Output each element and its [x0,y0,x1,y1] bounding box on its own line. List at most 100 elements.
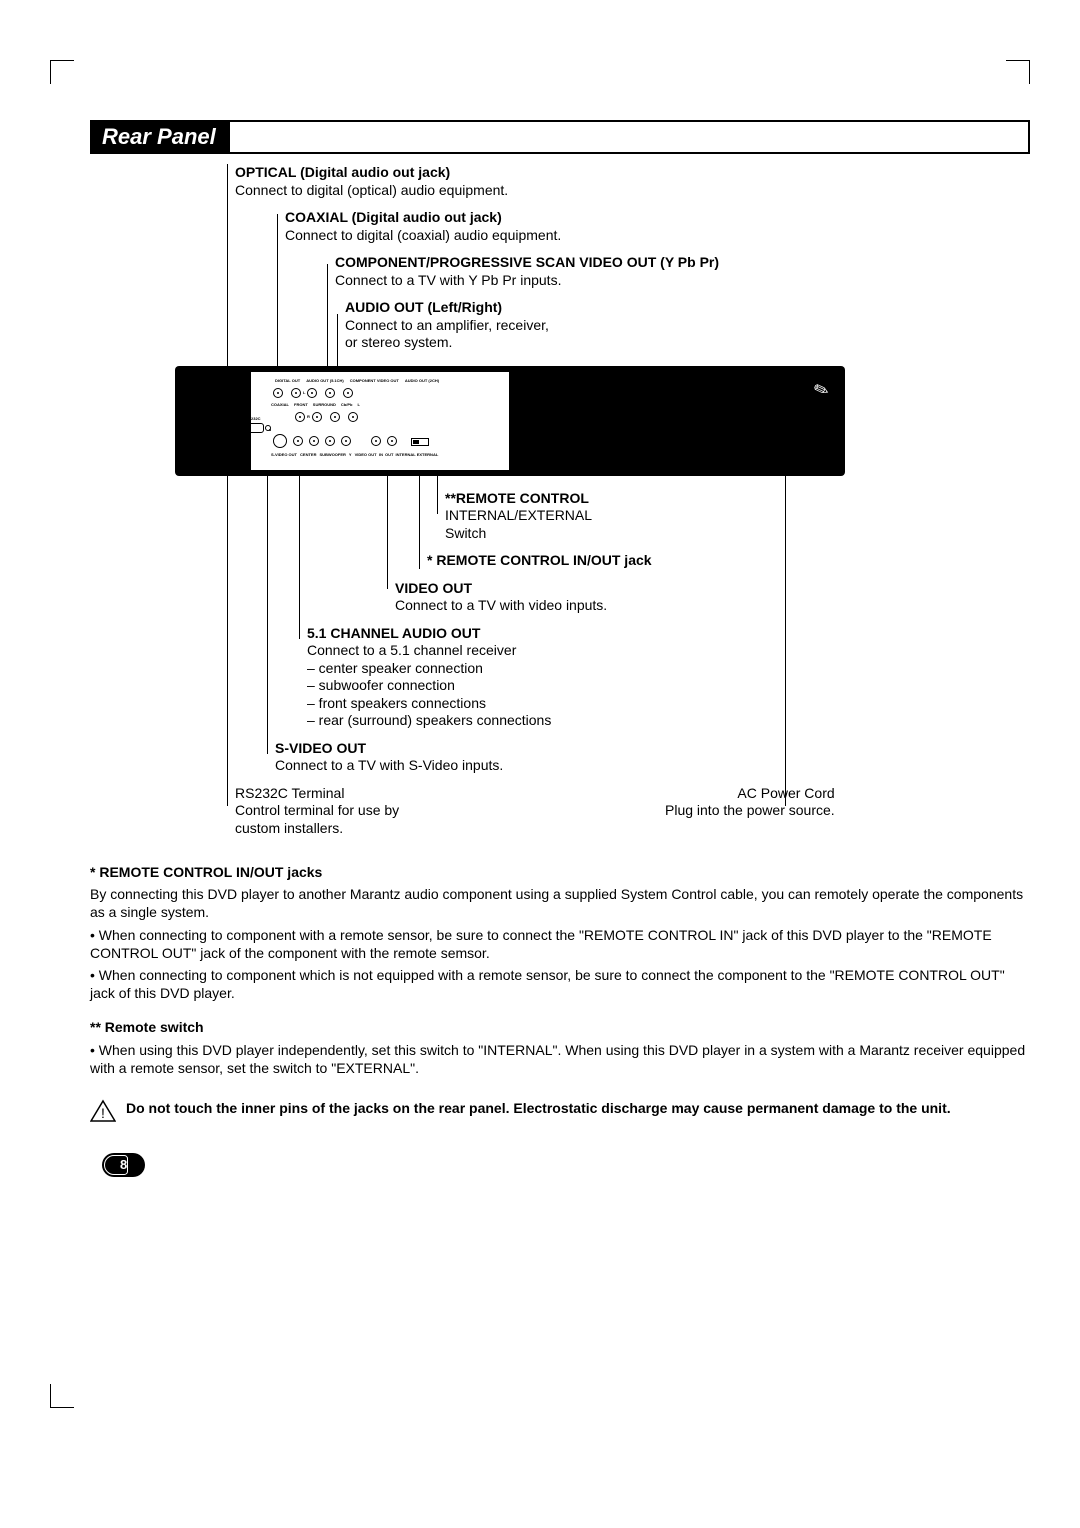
leader-line [785,476,786,806]
jack-label: INTERNAL EXTERNAL [395,452,438,457]
callout-title: COAXIAL (Digital audio out jack) [285,209,1030,227]
callout-remote-jack: * REMOTE CONTROL IN/OUT jack [427,552,1030,570]
note-para: • When using this DVD player independent… [90,1041,1030,1077]
callout-rs232: RS232C Terminal Control terminal for use… [235,785,545,838]
jack-label: L [303,390,305,395]
remote-labels: IN OUT INTERNAL EXTERNAL [379,452,438,457]
callout-title: OPTICAL (Digital audio out jack) [235,164,1030,182]
callout-title: * REMOTE CONTROL IN/OUT jack [427,552,1030,570]
callout-title: COMPONENT/PROGRESSIVE SCAN VIDEO OUT (Y … [335,254,1030,272]
callout-desc: Connect to a TV with video inputs. [395,597,1030,615]
callout-51-audio: 5.1 CHANNEL AUDIO OUT Connect to a 5.1 c… [307,625,1030,730]
callout-title: AC Power Cord [665,785,835,803]
remote-control-label: REMOTE CONTROL [377,460,415,478]
callout-line: – rear (surround) speakers connections [307,712,1030,730]
jack-area: DIGITAL OUT AUDIO OUT (5.1CH) COMPONENT … [253,376,503,466]
top-callouts: OPTICAL (Digital audio out jack) Connect… [235,164,1030,352]
jack-label: Y [349,452,352,457]
jack-icon [293,436,303,446]
jack-label: FRONT [294,402,308,407]
jack-top-labels: DIGITAL OUT AUDIO OUT (5.1CH) COMPONENT … [275,378,439,383]
jack-icon [325,388,335,398]
jack-label: AUDIO OUT (2CH) [405,378,439,383]
callout-audio-out: AUDIO OUT (Left/Right) Connect to an amp… [345,299,1030,352]
callout-title: **REMOTE CONTROL [445,490,1030,508]
note-para: • When connecting to component with a re… [90,926,1030,962]
page-number: 8 [120,1157,127,1172]
serial-port-icon [242,423,264,433]
leader-line [419,476,420,569]
jack-icon [309,436,319,446]
callout-title: RS232C Terminal [235,785,545,803]
jack-bottom-labels: S-VIDEO OUT CENTER SUBWOOFER Y VIDEO OUT [271,452,377,457]
callout-line: Connect to a 5.1 channel receiver [307,642,1030,660]
callout-optical: OPTICAL (Digital audio out jack) Connect… [235,164,1030,199]
jack-label: SURROUND [313,402,336,407]
jack-icon [371,436,381,446]
callout-video-out: VIDEO OUT Connect to a TV with video inp… [215,580,1030,615]
jack-label: AUDIO OUT (5.1CH) [306,378,344,383]
page-number-badge: 8 [102,1153,1030,1177]
callout-desc: Connect to digital (coaxial) audio equip… [285,227,1030,245]
remote-switch-icon [411,438,429,446]
jack-label: L [357,402,359,407]
svg-text:!: ! [101,1105,105,1121]
jack-row-1: L [273,388,353,398]
callout-component: COMPONENT/PROGRESSIVE SCAN VIDEO OUT (Y … [335,254,1030,289]
jack-label: REMOTE CONTROL [377,469,415,474]
callout-title: AUDIO OUT (Left/Right) [345,299,1030,317]
callout-desc: Plug into the power source. [665,802,835,820]
jack-label: DIGITAL OUT [275,378,300,383]
callout-line: – front speakers connections [307,695,1030,713]
leader-line [227,476,228,806]
optical-jack-icon: DIGITAL OUT OPTICAL [133,422,158,446]
leader-line [437,476,438,514]
callout-title: VIDEO OUT [395,580,1030,598]
panel-inner: DIGITAL OUT OPTICAL ✎ DIGITAL OUT AUDIO … [181,372,839,470]
rs232-block: RS232C [235,416,271,433]
leader-line [387,476,388,589]
callout-bottom-row: RS232C Terminal Control terminal for use… [215,785,1030,838]
header-bar: Rear Panel [90,120,1030,154]
note-para: By connecting this DVD player to another… [90,885,1030,921]
callout-line: INTERNAL/EXTERNAL [445,507,1030,525]
leader-line [267,476,268,754]
callout-desc: Connect to digital (optical) audio equip… [235,182,1030,200]
page-content: Rear Panel OPTICAL (Digital audio out ja… [90,120,1030,1177]
callout-line: Switch [445,525,1030,543]
screw-icon [265,425,271,431]
callout-line: custom installers. [235,820,545,838]
jack-label: VIDEO OUT [355,452,377,457]
crop-mark-tr [1006,60,1030,84]
callout-title: S-VIDEO OUT [275,740,1030,758]
jack-icon [325,436,335,446]
callout-desc: Connect to an amplifier, receiver, [345,317,1030,335]
note-para: • When connecting to component which is … [90,966,1030,1002]
jack-row-3 [273,434,397,448]
jack-icon [291,388,301,398]
panel-right: ✎ [509,372,839,470]
jack-icon [273,388,283,398]
callout-desc: or stereo system. [345,334,1030,352]
jack-label: R [307,414,310,419]
jack-label: RS232C [235,416,271,421]
jack-label: OPTICAL [133,441,158,446]
callout-line: – subwoofer connection [307,677,1030,695]
bottom-callouts: **REMOTE CONTROL INTERNAL/EXTERNAL Switc… [215,490,1030,838]
page-title: Rear Panel [92,122,230,152]
leader-line [227,164,228,388]
callout-ac-power: AC Power Cord Plug into the power source… [665,785,835,838]
jack-mid-labels: COAXIAL FRONT SURROUND Cb/Pb L [271,402,360,407]
jack-icon [341,436,351,446]
note-title: ** Remote switch [90,1018,1030,1036]
callout-desc: Connect to a TV with Y Pb Pr inputs. [335,272,1030,290]
callout-desc: Connect to a TV with S-Video inputs. [275,757,1030,775]
jack-icon [312,412,322,422]
jack-icon [348,412,358,422]
callout-line: Control terminal for use by [235,802,545,820]
callout-coaxial: COAXIAL (Digital audio out jack) Connect… [285,209,1030,244]
callout-svideo: S-VIDEO OUT Connect to a TV with S-Video… [275,740,1030,775]
jack-label: CENTER [300,452,316,457]
warning-text: Do not touch the inner pins of the jacks… [126,1099,951,1117]
jack-label: DIGITAL OUT [133,422,158,427]
